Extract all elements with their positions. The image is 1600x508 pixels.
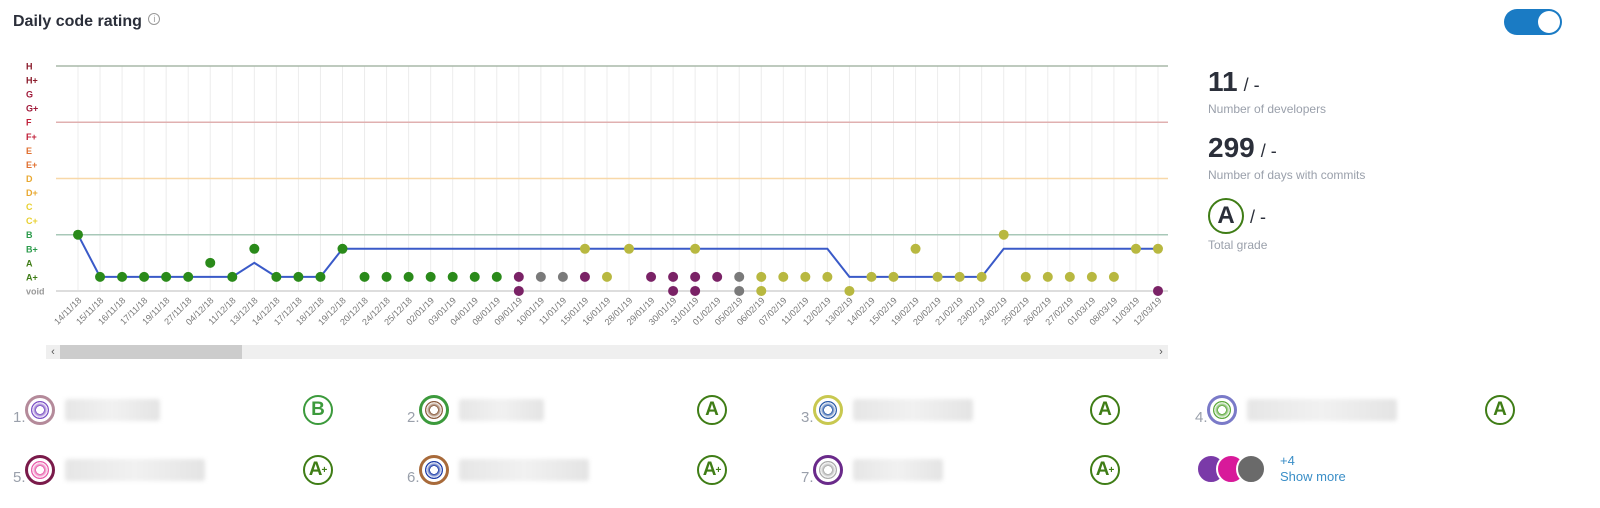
avatar <box>813 395 843 425</box>
developer-name[interactable] <box>65 459 205 481</box>
show-more-link[interactable]: Show more <box>1280 469 1346 484</box>
svg-text:G: G <box>26 90 33 100</box>
svg-text:E+: E+ <box>26 160 37 170</box>
avatar <box>419 395 449 425</box>
developer-rank: 7. <box>801 468 814 486</box>
developer-rank: 3. <box>801 408 814 426</box>
svg-text:void: void <box>26 286 45 296</box>
page-title: Daily code rating i <box>13 13 161 31</box>
daily-rating-chart: voidA+AB+BC+CD+DE+EF+FG+GH+H14/11/1815/1… <box>26 62 1168 327</box>
developer-grade-badge: A <box>697 395 727 425</box>
chart-scrollbar[interactable]: ‹ › <box>46 345 1168 359</box>
svg-text:F: F <box>26 118 32 128</box>
avatar <box>25 395 55 425</box>
svg-text:H+: H+ <box>26 76 38 86</box>
svg-text:H: H <box>26 62 33 72</box>
developer-rank: 6. <box>407 468 420 486</box>
developer-row[interactable]: 3. <box>801 393 973 427</box>
svg-text:G+: G+ <box>26 104 38 114</box>
svg-text:A: A <box>26 258 33 268</box>
svg-text:C: C <box>26 202 33 212</box>
svg-text:D+: D+ <box>26 188 38 198</box>
svg-text:B+: B+ <box>26 244 38 254</box>
stat-grade: A / - Total grade <box>1208 198 1365 252</box>
scrollbar-thumb[interactable] <box>60 345 242 359</box>
developer-name[interactable] <box>853 399 973 421</box>
developer-rank: 4. <box>1195 408 1208 426</box>
developer-name[interactable] <box>459 399 544 421</box>
total-grade-badge: A <box>1208 198 1244 234</box>
avatar <box>1236 454 1266 484</box>
svg-text:F+: F+ <box>26 132 37 142</box>
developer-name[interactable] <box>853 459 943 481</box>
developer-row[interactable]: 1. <box>13 393 160 427</box>
developer-grade-badge: A <box>1090 395 1120 425</box>
developer-row[interactable]: 7. <box>801 453 943 487</box>
toggle-knob <box>1538 11 1560 33</box>
stats-panel: 11/ - Number of developers 299/ - Number… <box>1208 66 1365 268</box>
developer-rank: 1. <box>13 408 26 426</box>
stat-developers: 11/ - Number of developers <box>1208 66 1327 116</box>
avatar <box>25 455 55 485</box>
show-more-group[interactable]: +4 Show more <box>1196 453 1346 485</box>
developer-rank: 2. <box>407 408 420 426</box>
svg-text:E: E <box>26 146 32 156</box>
more-count: +4 <box>1280 453 1295 468</box>
avatar <box>419 455 449 485</box>
developer-grade-badge: A + <box>697 455 727 485</box>
developer-name[interactable] <box>65 399 160 421</box>
developer-grade-badge: A <box>1485 395 1515 425</box>
avatar <box>813 455 843 485</box>
scroll-right-arrow[interactable]: › <box>1159 346 1163 358</box>
svg-text:B: B <box>26 230 33 240</box>
developer-row[interactable]: 4. <box>1195 393 1397 427</box>
developer-rank: 5. <box>13 468 26 486</box>
info-icon[interactable]: i <box>148 13 161 25</box>
scroll-left-arrow[interactable]: ‹ <box>51 346 55 358</box>
developer-row[interactable]: 6. <box>407 453 589 487</box>
svg-text:C+: C+ <box>26 216 38 226</box>
developer-row[interactable]: 5. <box>13 453 205 487</box>
developer-grade-badge: A + <box>303 455 333 485</box>
avatar <box>1207 395 1237 425</box>
developer-grade-badge: A + <box>1090 455 1120 485</box>
developer-name[interactable] <box>1247 399 1397 421</box>
stat-days: 299/ - Number of days with commits <box>1208 132 1366 182</box>
developer-grade-badge: B <box>303 395 333 425</box>
developer-name[interactable] <box>459 459 589 481</box>
svg-text:A+: A+ <box>26 272 38 282</box>
developer-row[interactable]: 2. <box>407 393 544 427</box>
rating-toggle[interactable] <box>1504 9 1562 35</box>
svg-text:D: D <box>26 174 33 184</box>
